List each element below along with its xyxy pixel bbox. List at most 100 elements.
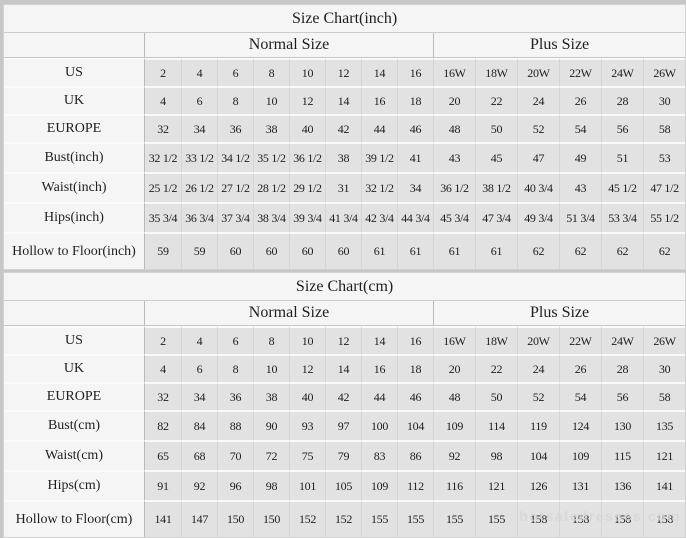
size-cell: 86 [397, 440, 433, 470]
size-cell: 84 [181, 410, 217, 440]
row-label: Hips(inch) [4, 202, 145, 232]
size-cell: 60 [253, 232, 289, 269]
size-cell: 135 [643, 410, 686, 440]
row-label: Hollow to Floor(inch) [4, 232, 145, 269]
size-cell: 59 [181, 232, 217, 269]
size-cell: 40 [289, 382, 325, 410]
size-chart-cm-table: Size Chart(cm) Normal Size Plus Size US 2 4 6 8… [3, 272, 686, 538]
size-cell: 109 [361, 470, 397, 500]
size-cell: 51 3/4 [559, 202, 601, 232]
size-cell: 55 1/2 [643, 202, 686, 232]
row-label: UK [4, 86, 145, 114]
table-row: Waist(cm) 65 68 70 72 75 79 83 86 92 98 104 109 115 12… [4, 440, 686, 470]
size-cell: 47 3/4 [475, 202, 517, 232]
size-cell: 155 [397, 500, 433, 537]
chart-title-row: Size Chart(cm) [4, 273, 686, 301]
size-cell: 16W [433, 326, 475, 354]
size-cell: 158 [559, 500, 601, 537]
size-cell: 10 [289, 326, 325, 354]
size-cell: 22 [475, 354, 517, 382]
size-cell: 22W [559, 58, 601, 86]
size-cell: 34 [181, 382, 217, 410]
size-cell: 38 1/2 [475, 172, 517, 202]
table-row: EUROPE 32 34 36 38 40 42 44 46 48 50 52 54 56 58 [4, 114, 686, 142]
size-cell: 52 [517, 382, 559, 410]
size-cell: 38 [253, 114, 289, 142]
size-cell: 155 [361, 500, 397, 537]
row-label: US [4, 326, 145, 354]
size-cell: 12 [289, 354, 325, 382]
row-label: US [4, 58, 145, 86]
size-cell: 158 [643, 500, 686, 537]
size-cell: 10 [289, 58, 325, 86]
size-cell: 155 [475, 500, 517, 537]
size-cell: 20 [433, 86, 475, 114]
size-group-header-row: Normal Size Plus Size [4, 33, 686, 58]
size-cell: 147 [181, 500, 217, 537]
size-cell: 16W [433, 58, 475, 86]
size-cell: 18W [475, 326, 517, 354]
size-cell: 105 [325, 470, 361, 500]
size-cell: 8 [253, 326, 289, 354]
corner-cell [4, 301, 145, 326]
size-cell: 44 3/4 [397, 202, 433, 232]
size-cell: 62 [517, 232, 559, 269]
table-row: UK 4 6 8 10 12 14 16 18 20 22 24 26 28 30 [4, 354, 686, 382]
size-cell: 70 [217, 440, 253, 470]
size-cell: 62 [559, 232, 601, 269]
size-chart-inch-table: Size Chart(inch) Normal Size Plus Size US 2 4… [3, 4, 686, 270]
size-cell: 14 [325, 354, 361, 382]
size-cell: 116 [433, 470, 475, 500]
size-cell: 150 [253, 500, 289, 537]
size-cell: 152 [325, 500, 361, 537]
size-cell: 47 [517, 142, 559, 172]
size-cell: 33 1/2 [181, 142, 217, 172]
size-cell: 37 3/4 [217, 202, 253, 232]
size-cell: 121 [643, 440, 686, 470]
row-label: Hollow to Floor(cm) [4, 500, 145, 537]
size-cell: 65 [145, 440, 181, 470]
size-cell: 75 [289, 440, 325, 470]
size-cell: 158 [517, 500, 559, 537]
size-cell: 58 [643, 114, 686, 142]
size-cell: 60 [289, 232, 325, 269]
size-cell: 42 [325, 114, 361, 142]
size-cell: 30 [643, 86, 686, 114]
size-cell: 16 [397, 326, 433, 354]
size-cell: 141 [145, 500, 181, 537]
size-cell: 136 [601, 470, 643, 500]
size-cell: 48 [433, 114, 475, 142]
size-cell: 18W [475, 58, 517, 86]
size-cell: 56 [601, 114, 643, 142]
size-cell: 38 [325, 142, 361, 172]
size-cell: 90 [253, 410, 289, 440]
size-cell: 43 [433, 142, 475, 172]
size-cell: 27 1/2 [217, 172, 253, 202]
size-cell: 36 1/2 [433, 172, 475, 202]
size-cell: 45 [475, 142, 517, 172]
size-cell: 10 [253, 86, 289, 114]
size-cell: 8 [217, 86, 253, 114]
size-cell: 62 [643, 232, 686, 269]
size-cell: 29 1/2 [289, 172, 325, 202]
size-cell: 28 [601, 354, 643, 382]
size-cell: 45 3/4 [433, 202, 475, 232]
size-cell: 52 [517, 114, 559, 142]
size-cell: 6 [217, 326, 253, 354]
size-cell: 112 [397, 470, 433, 500]
table-row: Bust(inch) 32 1/2 33 1/2 34 1/2 35 1/2 36 1/2… [4, 142, 686, 172]
table-row: Hips(inch) 35 3/4 36 3/4 37 3/4 38 3/4 39 3/4… [4, 202, 686, 232]
size-cell: 12 [325, 58, 361, 86]
size-cell: 12 [325, 326, 361, 354]
size-cell: 6 [217, 58, 253, 86]
size-cell: 4 [181, 58, 217, 86]
size-cell: 40 [289, 114, 325, 142]
size-cell: 38 [253, 382, 289, 410]
plus-size-header: Plus Size [433, 301, 686, 326]
corner-cell [4, 33, 145, 58]
size-cell: 104 [397, 410, 433, 440]
size-cell: 8 [217, 354, 253, 382]
size-cell: 141 [643, 470, 686, 500]
size-cell: 155 [433, 500, 475, 537]
size-cell: 35 1/2 [253, 142, 289, 172]
